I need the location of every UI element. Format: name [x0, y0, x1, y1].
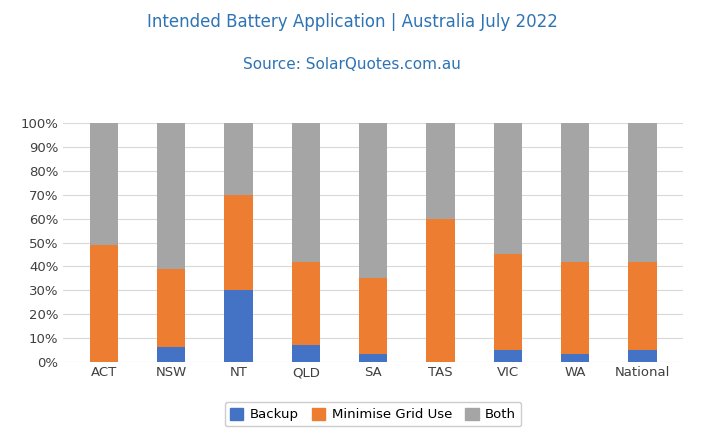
Bar [291, 262, 320, 345]
Bar [157, 269, 185, 348]
Bar [494, 350, 522, 362]
Bar [629, 123, 657, 262]
Bar [629, 262, 657, 350]
Bar [427, 123, 455, 219]
Bar [359, 355, 387, 362]
Bar [89, 245, 118, 362]
Bar [89, 123, 118, 245]
Bar [225, 290, 253, 362]
Bar [494, 123, 522, 254]
Bar [561, 123, 589, 262]
Bar [561, 355, 589, 362]
Bar [225, 195, 253, 290]
Bar [427, 219, 455, 362]
Bar [629, 350, 657, 362]
Legend: Backup, Minimise Grid Use, Both: Backup, Minimise Grid Use, Both [225, 403, 522, 426]
Bar [291, 123, 320, 262]
Bar [494, 254, 522, 350]
Bar [291, 345, 320, 362]
Text: Intended Battery Application | Australia July 2022: Intended Battery Application | Australia… [146, 13, 558, 31]
Bar [157, 348, 185, 362]
Bar [157, 123, 185, 269]
Text: Source: SolarQuotes.com.au: Source: SolarQuotes.com.au [243, 57, 461, 72]
Bar [225, 123, 253, 195]
Bar [359, 278, 387, 355]
Bar [359, 123, 387, 278]
Bar [561, 262, 589, 355]
